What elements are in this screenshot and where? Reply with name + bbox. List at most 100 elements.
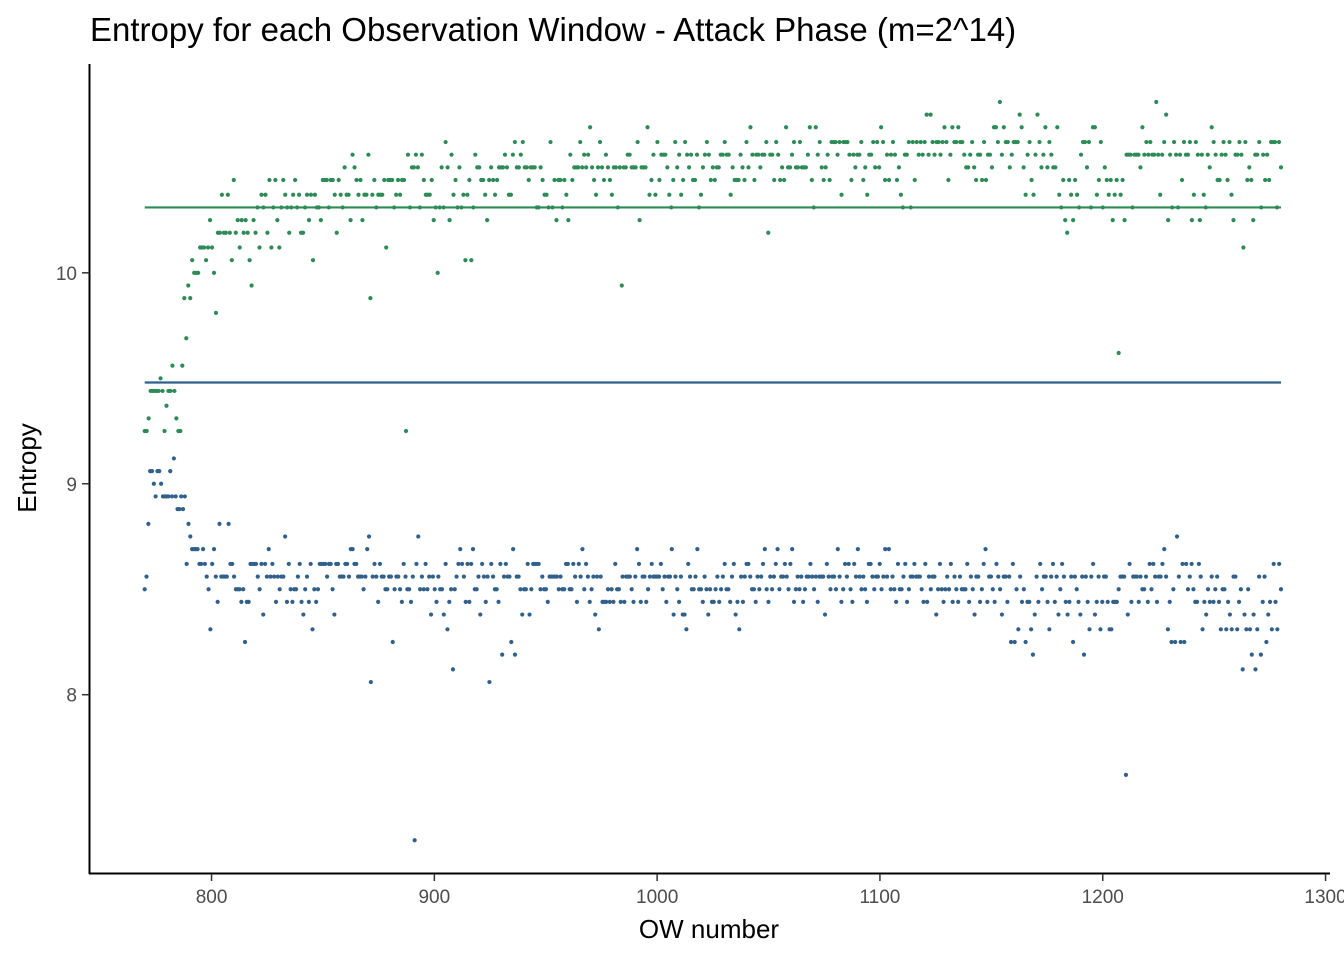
- data-point: [520, 612, 525, 617]
- data-point: [166, 494, 171, 499]
- data-point: [264, 574, 269, 579]
- data-point: [1257, 139, 1262, 145]
- data-point: [1052, 599, 1057, 604]
- data-point: [1154, 99, 1159, 105]
- data-point: [702, 152, 708, 157]
- data-point: [607, 599, 612, 604]
- data-point: [180, 363, 185, 368]
- data-point: [627, 152, 632, 157]
- data-point: [427, 192, 432, 197]
- data-point: [511, 547, 516, 552]
- data-point: [538, 165, 543, 170]
- data-point: [209, 245, 215, 250]
- data-point: [1072, 574, 1077, 579]
- data-point: [1158, 192, 1163, 197]
- data-point: [496, 599, 501, 604]
- data-point: [720, 574, 725, 579]
- data-point: [708, 587, 713, 592]
- data-point: [1260, 599, 1265, 604]
- data-point: [569, 587, 574, 592]
- data-point: [508, 192, 514, 197]
- data-point: [1269, 627, 1274, 632]
- data-point: [1023, 192, 1028, 197]
- data-point: [742, 574, 747, 579]
- data-point: [1008, 639, 1014, 645]
- data-point: [1104, 177, 1109, 183]
- data-point: [289, 205, 294, 210]
- data-point: [546, 205, 551, 210]
- data-point: [1005, 599, 1010, 604]
- data-point: [1276, 139, 1282, 145]
- data-point: [1249, 652, 1254, 657]
- data-point: [832, 574, 837, 579]
- data-point: [751, 587, 756, 592]
- data-point: [809, 177, 814, 183]
- data-point: [1096, 177, 1101, 183]
- data-point: [877, 165, 882, 170]
- data-point: [833, 587, 839, 592]
- data-point: [694, 152, 700, 157]
- data-point: [158, 376, 163, 381]
- data-point: [677, 599, 682, 604]
- data-point: [160, 388, 165, 394]
- data-point: [688, 152, 694, 157]
- data-point: [1278, 587, 1284, 592]
- data-point: [620, 574, 625, 579]
- data-point: [419, 152, 424, 157]
- data-point: [1264, 639, 1269, 645]
- data-point: [1060, 561, 1065, 567]
- data-point: [611, 599, 616, 604]
- data-point: [1196, 561, 1202, 567]
- data-point: [954, 587, 959, 592]
- y-tick-label: 8: [66, 686, 77, 707]
- data-point: [1225, 177, 1230, 183]
- data-point: [778, 177, 783, 183]
- data-point: [1163, 574, 1169, 579]
- data-point: [1085, 599, 1090, 604]
- data-point: [584, 165, 589, 170]
- data-point: [822, 612, 828, 617]
- data-point: [312, 192, 318, 197]
- data-point: [886, 547, 891, 552]
- data-point: [1086, 139, 1092, 145]
- data-point: [773, 561, 778, 567]
- data-point: [441, 612, 446, 617]
- data-point: [1082, 139, 1088, 145]
- data-point: [591, 574, 596, 579]
- data-point: [303, 587, 308, 592]
- data-point: [297, 561, 302, 567]
- data-point: [235, 217, 240, 223]
- data-point: [720, 152, 725, 157]
- data-point: [445, 627, 450, 632]
- data-point: [848, 587, 853, 592]
- data-point: [1251, 612, 1256, 617]
- data-point: [1249, 177, 1254, 183]
- data-point: [1200, 627, 1205, 632]
- data-point: [635, 139, 640, 145]
- data-point: [259, 561, 264, 567]
- data-point: [788, 561, 793, 567]
- data-point: [884, 152, 890, 157]
- data-point: [1081, 652, 1087, 657]
- data-point: [738, 152, 743, 157]
- data-point: [1029, 177, 1034, 183]
- data-point: [678, 574, 684, 579]
- data-point: [427, 574, 432, 579]
- data-point: [492, 192, 498, 197]
- data-point: [1235, 152, 1240, 157]
- data-point: [312, 587, 317, 592]
- data-point: [266, 547, 271, 552]
- data-point: [987, 152, 993, 157]
- data-point: [1227, 612, 1233, 617]
- chart-title: Entropy for each Observation Window - At…: [90, 11, 1016, 48]
- data-point: [332, 192, 337, 197]
- data-point: [1171, 587, 1176, 592]
- data-point: [863, 587, 868, 592]
- data-point: [899, 587, 904, 592]
- data-point: [390, 639, 395, 645]
- data-point: [346, 574, 352, 579]
- data-point: [168, 469, 173, 474]
- data-point: [595, 165, 601, 170]
- data-point: [835, 547, 840, 552]
- data-point: [1053, 165, 1058, 170]
